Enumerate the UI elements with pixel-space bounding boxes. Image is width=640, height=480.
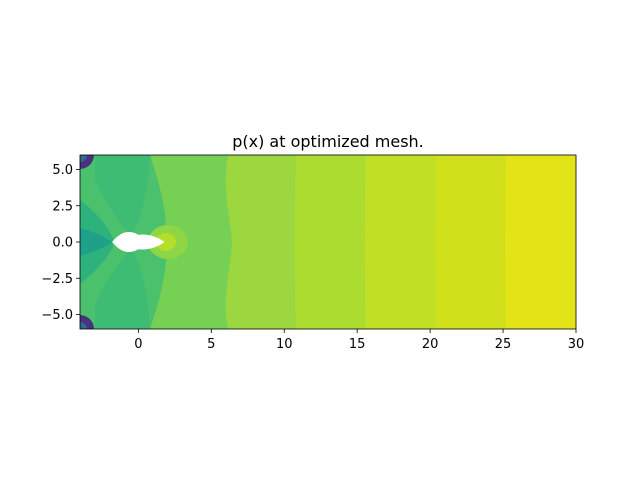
- x-tick-label: 5: [207, 337, 215, 352]
- corner-top-left-mid: [80, 155, 87, 162]
- contour-band: [435, 155, 510, 329]
- mid-field-region: [150, 155, 232, 329]
- y-tick-label: 0.0: [52, 236, 73, 251]
- x-tick-label: 30: [568, 337, 585, 352]
- contour-band: [294, 155, 370, 329]
- x-axis: 0 5 10 15 20 25 30: [134, 329, 584, 352]
- trailing-peak-pressure: [156, 233, 176, 251]
- stagnation-region: [80, 228, 112, 256]
- x-tick-label: 25: [495, 337, 512, 352]
- chart-title: p(x) at optimized mesh.: [232, 132, 424, 151]
- corner-bottom-left-mid: [80, 322, 87, 329]
- y-tick-label: 5.0: [52, 163, 73, 178]
- x-tick-label: 0: [134, 337, 142, 352]
- y-tick-label: 2.5: [52, 199, 73, 214]
- y-tick-label: −5.0: [41, 308, 73, 323]
- plot-area: [80, 155, 576, 329]
- upper-lobe-region: [95, 155, 150, 236]
- contour-band: [365, 155, 440, 329]
- y-tick-label: −2.5: [41, 272, 73, 287]
- y-axis: 5.0 2.5 0.0 −2.5 −5.0: [41, 163, 80, 323]
- airfoil-obstacle: [112, 232, 165, 252]
- contour-band: [505, 155, 576, 329]
- x-tick-label: 20: [422, 337, 439, 352]
- contour-band: [224, 155, 300, 329]
- x-tick-label: 15: [349, 337, 366, 352]
- x-tick-label: 10: [276, 337, 293, 352]
- lower-lobe-region: [95, 248, 150, 329]
